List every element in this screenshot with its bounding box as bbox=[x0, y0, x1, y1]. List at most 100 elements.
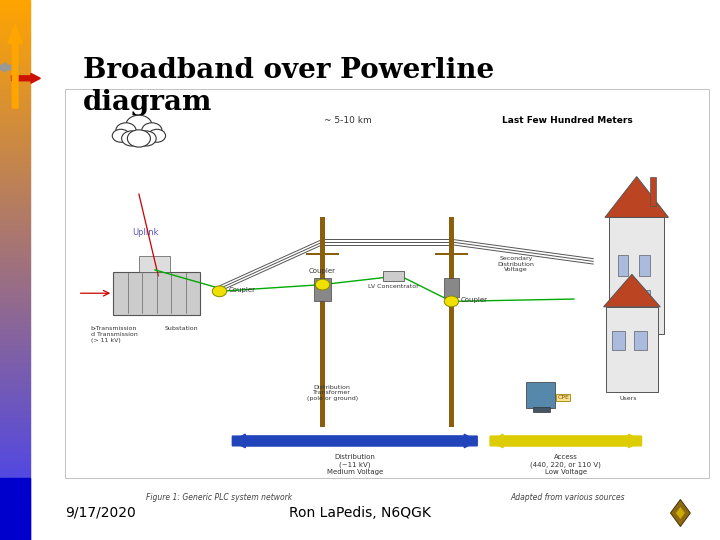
Bar bbox=[533, 407, 550, 412]
Bar bbox=[0, 346, 30, 347]
Bar bbox=[0, 131, 30, 133]
Bar bbox=[0, 297, 30, 299]
Bar bbox=[0, 299, 30, 301]
Bar bbox=[0, 65, 30, 66]
Bar bbox=[0, 349, 30, 351]
Bar bbox=[0, 447, 30, 448]
Line: 2 pts: 2 pts bbox=[451, 242, 593, 261]
Bar bbox=[0, 351, 30, 353]
Bar bbox=[0, 444, 30, 447]
Bar bbox=[0, 464, 30, 466]
Bar bbox=[0, 277, 30, 279]
Point bbox=[181, 310, 190, 316]
Bar bbox=[0, 42, 30, 43]
Bar bbox=[650, 177, 656, 206]
Bar bbox=[0, 266, 30, 268]
Bar bbox=[0, 302, 30, 304]
Bar bbox=[0, 117, 30, 119]
Bar bbox=[0, 428, 30, 430]
Point bbox=[150, 267, 159, 273]
Bar bbox=[0, 123, 30, 124]
Bar bbox=[0, 157, 30, 158]
Bar bbox=[618, 290, 629, 310]
Bar bbox=[0, 304, 30, 306]
Bar bbox=[0, 326, 30, 328]
Polygon shape bbox=[676, 507, 685, 519]
Bar bbox=[0, 70, 30, 72]
Bar bbox=[0, 147, 30, 150]
Bar bbox=[0, 353, 30, 355]
Bar bbox=[0, 344, 30, 346]
Text: Coupler: Coupler bbox=[461, 298, 488, 303]
Text: ~ 5-10 km: ~ 5-10 km bbox=[325, 116, 372, 125]
Bar bbox=[0, 501, 30, 502]
Bar bbox=[0, 478, 30, 540]
Bar bbox=[0, 488, 30, 490]
Point bbox=[167, 270, 176, 276]
Bar bbox=[0, 518, 30, 520]
Bar bbox=[0, 39, 30, 42]
Bar bbox=[0, 531, 30, 533]
Bar bbox=[0, 315, 30, 317]
Bar bbox=[0, 536, 30, 538]
Bar bbox=[0, 196, 30, 198]
Bar bbox=[0, 270, 30, 272]
Bar bbox=[618, 255, 629, 276]
Bar bbox=[0, 239, 30, 241]
Circle shape bbox=[126, 115, 152, 134]
FancyArrow shape bbox=[490, 434, 642, 448]
Bar bbox=[0, 209, 30, 211]
Bar bbox=[0, 160, 30, 162]
Bar bbox=[0, 110, 30, 112]
Point bbox=[318, 239, 327, 245]
Bar bbox=[0, 9, 30, 11]
Bar bbox=[0, 308, 30, 309]
Bar bbox=[0, 367, 30, 369]
Bar bbox=[0, 317, 30, 319]
Circle shape bbox=[112, 129, 130, 142]
Bar bbox=[0, 468, 30, 470]
Circle shape bbox=[127, 130, 150, 147]
Bar bbox=[0, 493, 30, 495]
Bar bbox=[0, 16, 30, 18]
Bar bbox=[0, 513, 30, 515]
Point bbox=[154, 273, 163, 279]
Point bbox=[215, 285, 224, 292]
Bar bbox=[139, 256, 170, 272]
Bar bbox=[0, 463, 30, 464]
Bar bbox=[0, 101, 30, 103]
Bar bbox=[0, 193, 30, 194]
Bar bbox=[0, 378, 30, 380]
Bar bbox=[0, 268, 30, 270]
Bar bbox=[0, 120, 30, 123]
Bar bbox=[0, 54, 30, 56]
Bar bbox=[444, 278, 459, 297]
Line: 2 pts: 2 pts bbox=[220, 242, 323, 288]
Bar bbox=[0, 306, 30, 308]
Bar bbox=[0, 374, 30, 376]
Bar bbox=[0, 470, 30, 471]
Point bbox=[447, 241, 456, 248]
Bar bbox=[0, 173, 30, 174]
Bar bbox=[0, 113, 30, 115]
Circle shape bbox=[444, 296, 459, 307]
Bar bbox=[0, 336, 30, 339]
Bar bbox=[0, 366, 30, 367]
Circle shape bbox=[212, 286, 227, 296]
Bar bbox=[0, 401, 30, 403]
Bar bbox=[0, 528, 30, 529]
Bar bbox=[0, 416, 30, 417]
Text: Coupler: Coupler bbox=[229, 287, 256, 293]
Bar bbox=[0, 43, 30, 45]
Point bbox=[318, 241, 327, 248]
Bar bbox=[0, 454, 30, 455]
Point bbox=[318, 236, 327, 242]
Bar bbox=[0, 360, 30, 362]
Bar bbox=[0, 457, 30, 459]
Bar bbox=[0, 112, 30, 113]
Bar bbox=[0, 12, 30, 15]
Bar bbox=[0, 320, 30, 322]
Point bbox=[447, 241, 456, 248]
Bar bbox=[0, 5, 30, 7]
Bar bbox=[0, 69, 30, 70]
